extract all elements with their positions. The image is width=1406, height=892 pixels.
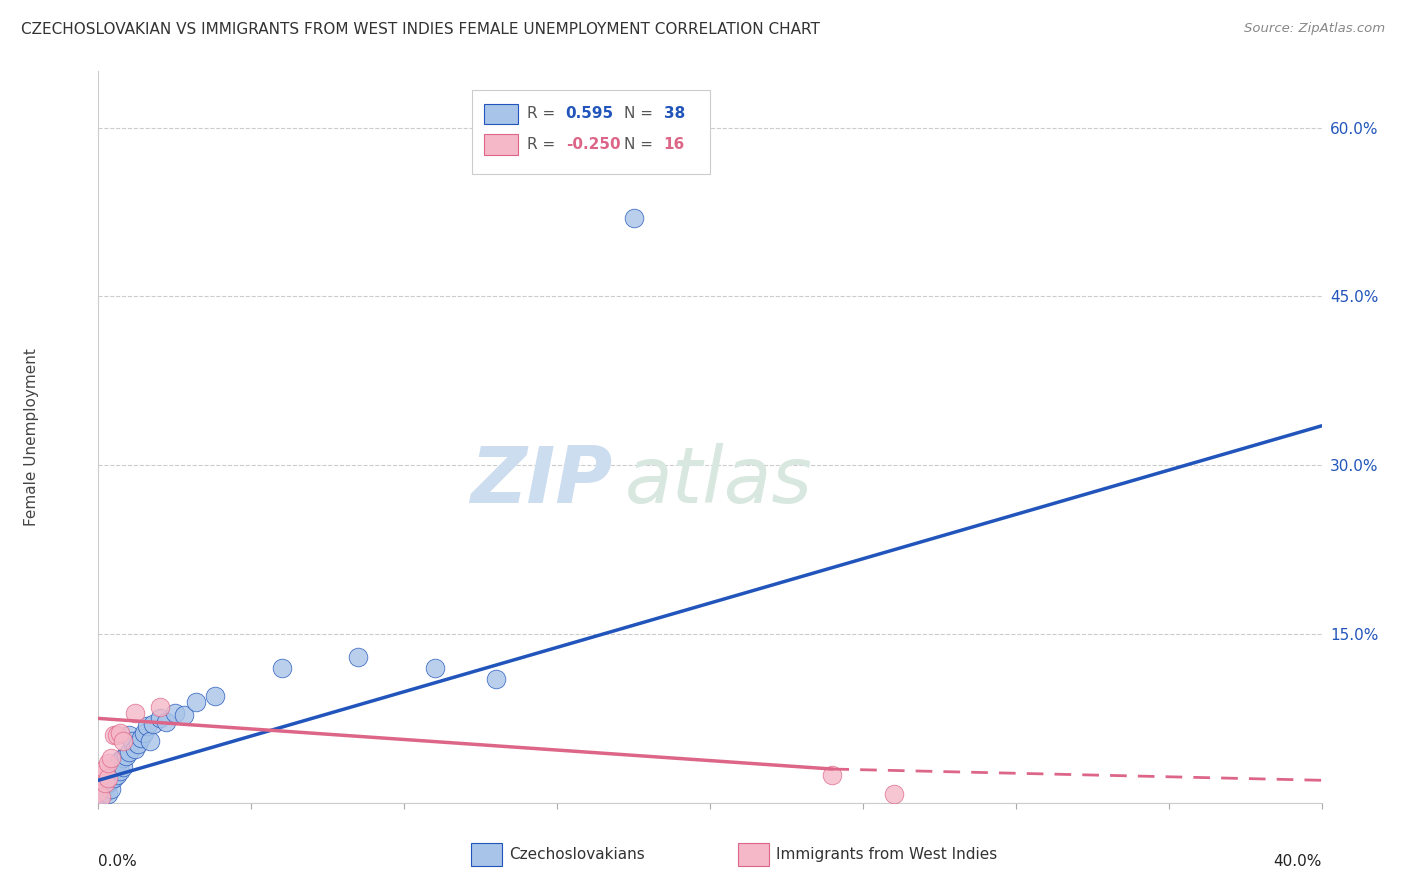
Point bbox=[163, 706, 186, 720]
Point bbox=[93, 762, 115, 776]
Point bbox=[87, 790, 110, 805]
Point bbox=[423, 661, 446, 675]
Text: 16: 16 bbox=[664, 137, 685, 152]
Point bbox=[134, 726, 156, 740]
Text: R =: R = bbox=[526, 106, 560, 121]
Text: -0.250: -0.250 bbox=[565, 137, 620, 152]
Point bbox=[103, 771, 125, 785]
Point bbox=[139, 734, 162, 748]
Point bbox=[111, 760, 134, 774]
Point bbox=[97, 787, 120, 801]
Text: N =: N = bbox=[624, 106, 658, 121]
Point bbox=[186, 694, 208, 708]
Point bbox=[97, 756, 120, 771]
FancyBboxPatch shape bbox=[471, 90, 710, 174]
Text: 40.0%: 40.0% bbox=[1274, 854, 1322, 869]
Text: 0.0%: 0.0% bbox=[98, 854, 138, 869]
Text: Czechoslovakians: Czechoslovakians bbox=[509, 847, 645, 862]
Point bbox=[100, 751, 122, 765]
Point bbox=[105, 767, 128, 781]
Point bbox=[93, 775, 115, 789]
Point bbox=[124, 706, 146, 720]
Point bbox=[118, 745, 141, 759]
Point bbox=[103, 762, 125, 776]
Point bbox=[142, 717, 165, 731]
Point bbox=[97, 775, 120, 789]
Text: R =: R = bbox=[526, 137, 560, 152]
Text: Immigrants from West Indies: Immigrants from West Indies bbox=[776, 847, 997, 862]
Point bbox=[105, 728, 128, 742]
Point bbox=[90, 787, 112, 801]
Point bbox=[93, 784, 115, 798]
Point bbox=[108, 726, 131, 740]
Point bbox=[90, 790, 112, 805]
Point bbox=[97, 771, 120, 785]
Text: Source: ZipAtlas.com: Source: ZipAtlas.com bbox=[1244, 22, 1385, 36]
Point bbox=[149, 700, 172, 714]
Point bbox=[124, 741, 146, 756]
Point bbox=[129, 731, 152, 745]
Point bbox=[90, 782, 112, 797]
Point bbox=[100, 773, 122, 788]
Point bbox=[136, 719, 159, 733]
Point bbox=[103, 728, 125, 742]
Point bbox=[883, 787, 905, 801]
Point bbox=[115, 748, 138, 763]
Point bbox=[111, 734, 134, 748]
Point bbox=[108, 764, 131, 779]
Point bbox=[155, 714, 177, 729]
Text: atlas: atlas bbox=[624, 443, 813, 519]
Point bbox=[93, 779, 115, 793]
Bar bbox=[484, 103, 517, 124]
Point bbox=[127, 737, 149, 751]
Text: N =: N = bbox=[624, 137, 658, 152]
Point bbox=[270, 661, 292, 675]
Point bbox=[87, 784, 110, 798]
Point bbox=[121, 734, 143, 748]
Text: 0.595: 0.595 bbox=[565, 106, 614, 121]
Point bbox=[100, 782, 122, 797]
Point bbox=[821, 767, 844, 781]
Text: ZIP: ZIP bbox=[470, 443, 612, 519]
Point bbox=[347, 649, 370, 664]
Point bbox=[149, 711, 172, 725]
Point bbox=[204, 689, 226, 703]
Point bbox=[90, 767, 112, 781]
Point bbox=[623, 211, 645, 225]
Point bbox=[173, 708, 195, 723]
Bar bbox=[484, 135, 517, 154]
Point bbox=[108, 753, 131, 767]
Point bbox=[118, 728, 141, 742]
Point bbox=[485, 672, 508, 686]
Text: Female Unemployment: Female Unemployment bbox=[24, 348, 38, 526]
Point bbox=[105, 756, 128, 771]
Point bbox=[111, 751, 134, 765]
Text: CZECHOSLOVAKIAN VS IMMIGRANTS FROM WEST INDIES FEMALE UNEMPLOYMENT CORRELATION C: CZECHOSLOVAKIAN VS IMMIGRANTS FROM WEST … bbox=[21, 22, 820, 37]
Text: 38: 38 bbox=[664, 106, 685, 121]
